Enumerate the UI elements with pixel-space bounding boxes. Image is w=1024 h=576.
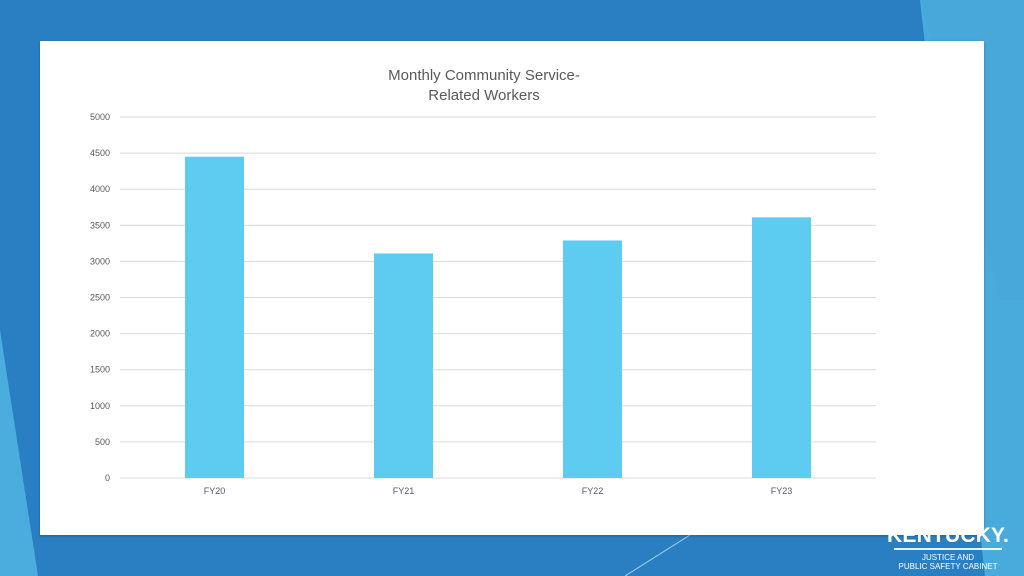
x-tick-label: FY21 <box>393 486 415 496</box>
y-tick-label: 3000 <box>90 256 110 266</box>
bar-fy22 <box>563 240 622 478</box>
chart-title: Monthly Community Service- Related Worke… <box>40 66 928 106</box>
y-tick-label: 3500 <box>90 220 110 230</box>
team-kentucky-logo: TEAM KENTUCKY. JUSTICE AND PUBLIC SAFETY… <box>886 507 1010 571</box>
x-tick-label: FY20 <box>204 486 226 496</box>
chart-title-line-2: Related Workers <box>428 87 540 104</box>
bar-fy21 <box>374 253 433 478</box>
chart-title-line-1: Monthly Community Service- <box>388 67 580 84</box>
y-tick-label: 1500 <box>90 365 110 375</box>
logo-team: TEAM <box>923 507 973 526</box>
logo-divider <box>894 548 1002 550</box>
x-tick-label: FY23 <box>771 486 793 496</box>
y-tick-label: 1000 <box>90 401 110 411</box>
y-tick-label: 5000 <box>90 112 110 122</box>
x-tick-label: FY22 <box>582 486 604 496</box>
bar-fy20 <box>185 156 244 478</box>
bg-stripe-left <box>0 330 38 576</box>
y-tick-label: 2500 <box>90 293 110 303</box>
bar-chart: 0 500 1000 1500 2000 2500 3000 3500 4000 4500 5000… <box>90 112 876 496</box>
y-tick-label: 4500 <box>90 148 110 158</box>
y-tick-label: 500 <box>95 437 110 447</box>
y-tick-label: 2000 <box>90 329 110 339</box>
logo-cabinet: PUBLIC SAFETY CABINET <box>898 562 998 571</box>
logo-kentucky: KENTUCKY. <box>887 524 1009 547</box>
y-tick-label: 0 <box>105 473 110 483</box>
bg-thin-line <box>624 534 691 576</box>
y-tick-label: 4000 <box>90 184 110 194</box>
logo-justice: JUSTICE AND <box>921 553 974 562</box>
chart-card: Monthly Community Service- Related Worke… <box>40 41 984 535</box>
bar-fy23 <box>752 217 811 478</box>
